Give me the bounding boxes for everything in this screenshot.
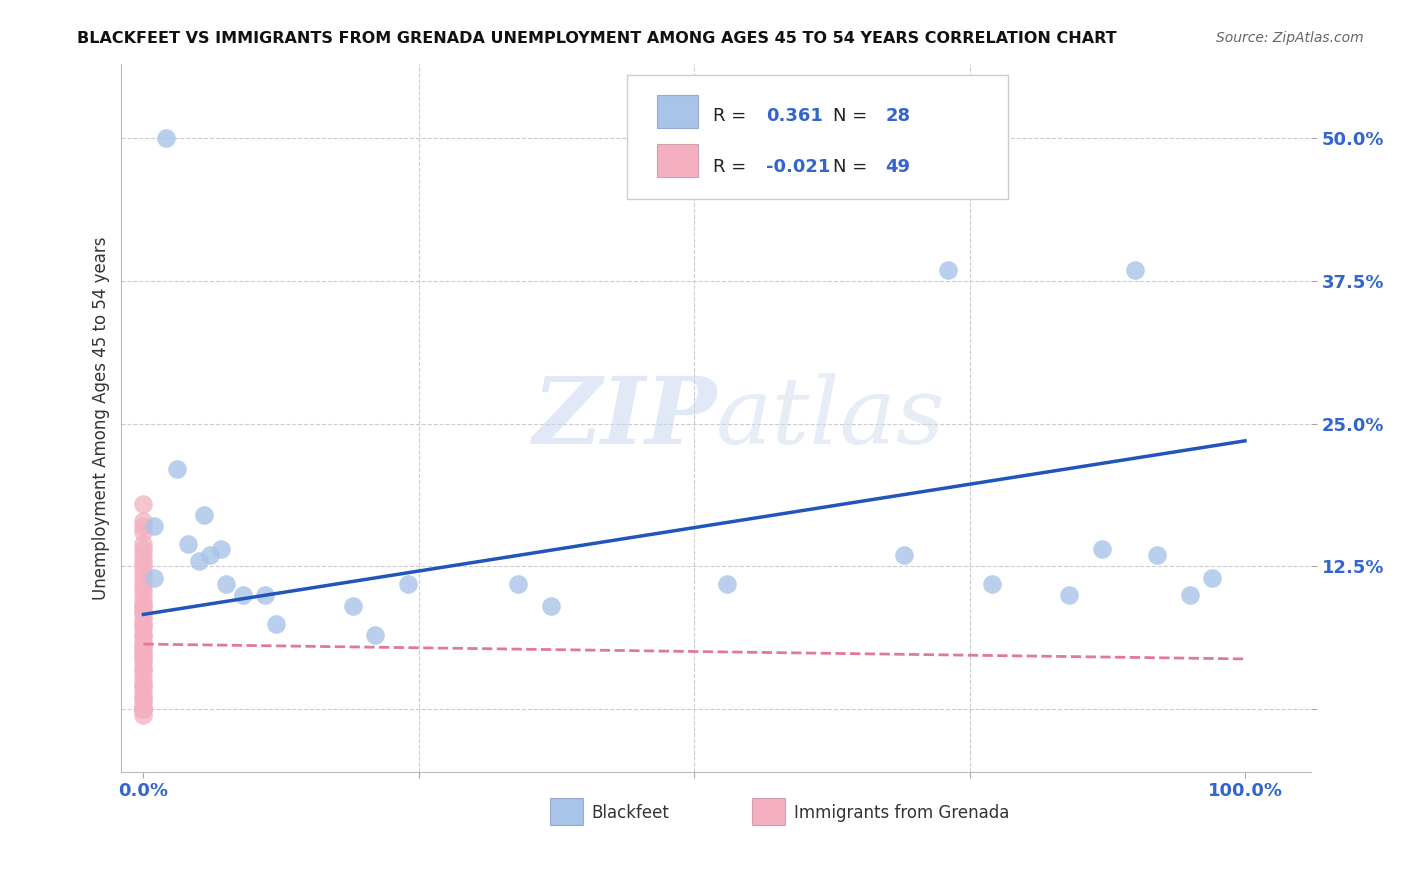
FancyBboxPatch shape xyxy=(657,144,699,178)
Point xyxy=(132,599,155,614)
Point xyxy=(132,571,155,585)
Point xyxy=(364,628,387,642)
Point xyxy=(132,525,155,540)
Point xyxy=(132,536,155,550)
Point xyxy=(1057,588,1080,602)
Point xyxy=(132,622,155,636)
FancyBboxPatch shape xyxy=(550,798,583,825)
Text: 0.361: 0.361 xyxy=(766,106,823,125)
Point xyxy=(215,576,238,591)
Point xyxy=(1123,262,1146,277)
Point xyxy=(132,702,155,716)
Point xyxy=(132,565,155,579)
Point xyxy=(166,462,188,476)
Point xyxy=(540,599,562,614)
Point xyxy=(132,548,155,562)
Text: R =: R = xyxy=(713,106,752,125)
Point xyxy=(132,702,155,716)
Point xyxy=(187,554,209,568)
Point xyxy=(716,576,738,591)
Point xyxy=(132,519,155,533)
Point xyxy=(132,657,155,671)
Point xyxy=(132,690,155,705)
Point xyxy=(1146,548,1168,562)
Point xyxy=(980,576,1002,591)
Point xyxy=(143,571,166,585)
Text: R =: R = xyxy=(713,158,752,177)
Point xyxy=(232,588,254,602)
Text: N =: N = xyxy=(832,106,873,125)
Point xyxy=(132,559,155,574)
Point xyxy=(132,645,155,659)
Point xyxy=(132,554,155,568)
Point xyxy=(132,650,155,665)
FancyBboxPatch shape xyxy=(627,75,1008,199)
FancyBboxPatch shape xyxy=(752,798,785,825)
Point xyxy=(132,628,155,642)
Point xyxy=(396,576,419,591)
Point xyxy=(132,616,155,631)
Point xyxy=(176,536,198,550)
Text: 49: 49 xyxy=(886,158,910,177)
Point xyxy=(132,640,155,654)
Point xyxy=(132,640,155,654)
Point xyxy=(132,582,155,597)
Point xyxy=(132,588,155,602)
Point xyxy=(132,679,155,693)
Text: Source: ZipAtlas.com: Source: ZipAtlas.com xyxy=(1216,31,1364,45)
Point xyxy=(132,702,155,716)
Text: 28: 28 xyxy=(886,106,910,125)
Point xyxy=(132,679,155,693)
Point xyxy=(198,548,221,562)
Point xyxy=(132,542,155,557)
Point xyxy=(132,633,155,648)
Point xyxy=(893,548,915,562)
Point xyxy=(132,628,155,642)
Point xyxy=(132,599,155,614)
Point xyxy=(253,588,276,602)
Point xyxy=(132,662,155,676)
Point xyxy=(132,685,155,699)
Point xyxy=(132,605,155,619)
Point xyxy=(1201,571,1223,585)
Point xyxy=(132,702,155,716)
Point xyxy=(132,645,155,659)
Point xyxy=(132,616,155,631)
Text: Blackfeet: Blackfeet xyxy=(592,804,669,822)
Point xyxy=(264,616,287,631)
Y-axis label: Unemployment Among Ages 45 to 54 years: Unemployment Among Ages 45 to 54 years xyxy=(93,236,110,599)
Point xyxy=(132,605,155,619)
Point xyxy=(132,576,155,591)
Point xyxy=(132,497,155,511)
Text: ZIP: ZIP xyxy=(531,373,716,463)
Point xyxy=(132,514,155,528)
Point xyxy=(132,668,155,682)
Point xyxy=(132,593,155,607)
Point xyxy=(1178,588,1201,602)
Point xyxy=(193,508,215,522)
Text: BLACKFEET VS IMMIGRANTS FROM GRENADA UNEMPLOYMENT AMONG AGES 45 TO 54 YEARS CORR: BLACKFEET VS IMMIGRANTS FROM GRENADA UNE… xyxy=(77,31,1116,46)
FancyBboxPatch shape xyxy=(657,95,699,128)
Point xyxy=(155,131,177,145)
Point xyxy=(132,707,155,722)
Point xyxy=(132,611,155,625)
Point xyxy=(132,690,155,705)
Text: -0.021: -0.021 xyxy=(766,158,831,177)
Point xyxy=(132,697,155,711)
Point xyxy=(132,650,155,665)
Point xyxy=(143,519,166,533)
Text: N =: N = xyxy=(832,158,873,177)
Point xyxy=(132,673,155,688)
Point xyxy=(132,662,155,676)
Text: atlas: atlas xyxy=(716,373,946,463)
Point xyxy=(209,542,232,557)
Point xyxy=(936,262,959,277)
Text: Immigrants from Grenada: Immigrants from Grenada xyxy=(793,804,1010,822)
Point xyxy=(1091,542,1114,557)
Point xyxy=(342,599,364,614)
Point xyxy=(506,576,529,591)
Point xyxy=(132,702,155,716)
